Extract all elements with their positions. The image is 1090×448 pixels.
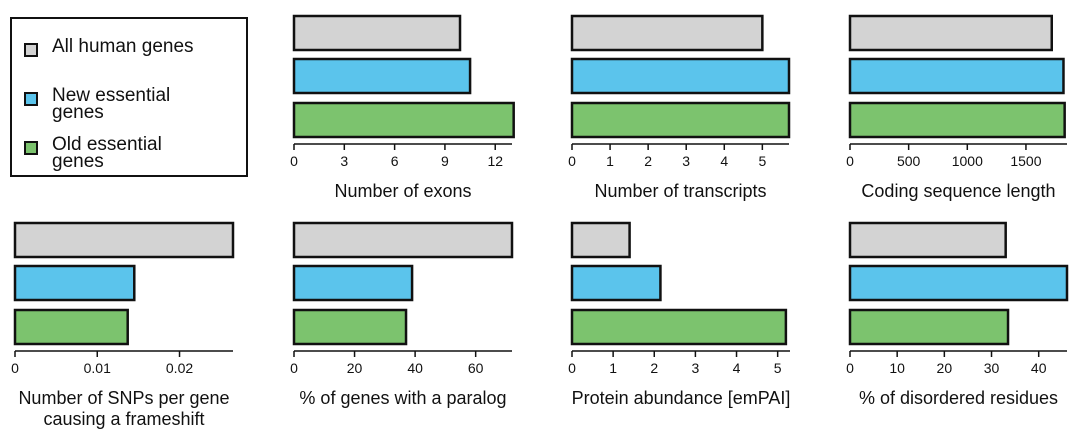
legend-item-all: All human genes	[24, 36, 202, 57]
x-tick-label: 0	[846, 153, 854, 169]
bar-all	[292, 14, 462, 52]
x-tick-label: 0	[846, 360, 854, 376]
x-tick-label: 2	[644, 153, 652, 169]
x-tick-label: 0.02	[166, 360, 193, 376]
x-tick-label: 30	[984, 360, 1000, 376]
x-tick-label: 20	[937, 360, 953, 376]
x-tick-label: 60	[468, 360, 484, 376]
bar-new	[570, 57, 791, 95]
x-tick-label: 5	[758, 153, 766, 169]
chart-panel-3: 0 500 1000 1500 Coding sequence length	[846, 14, 1067, 201]
legend-swatch-all	[24, 43, 38, 57]
legend-label-old: Old essential genes	[52, 134, 162, 172]
x-tick-label: 1	[606, 153, 614, 169]
x-axis-label: Number of exons	[334, 181, 471, 201]
legend-item-new: New essential genes	[24, 85, 202, 123]
bar-new	[848, 57, 1065, 95]
chart-panel-7: 0 10 20 30 40 % of disordered residues	[846, 221, 1069, 408]
bar-new	[848, 264, 1069, 302]
x-tick-label: 1000	[952, 153, 983, 169]
bar-new	[570, 264, 662, 302]
bar-old	[292, 101, 515, 139]
legend-swatch-new	[24, 92, 38, 106]
bar-old	[13, 308, 129, 346]
x-tick-label: 0.01	[84, 360, 111, 376]
x-tick-label: 20	[347, 360, 363, 376]
bar-all	[848, 221, 1007, 259]
x-axis-label: Coding sequence length	[861, 181, 1055, 201]
x-tick-label: 500	[897, 153, 921, 169]
bar-new	[292, 264, 414, 302]
x-tick-label: 9	[441, 153, 449, 169]
x-tick-label: 5	[774, 360, 782, 376]
bar-old	[570, 308, 788, 346]
x-axis-label: Number of transcripts	[594, 181, 766, 201]
chart-panel-4: 0 0.01 0.02 Number of SNPs per gene causing …	[11, 221, 235, 429]
x-tick-label: 0	[290, 360, 298, 376]
x-tick-label: 0	[568, 153, 576, 169]
x-axis-label: Number of SNPs per gene causing a framesh…	[18, 388, 229, 429]
x-tick-label: 1500	[1010, 153, 1041, 169]
bar-all	[570, 14, 764, 52]
bar-all	[292, 221, 514, 259]
x-tick-label: 4	[733, 360, 741, 376]
legend: All human genes New essential genes Old …	[10, 17, 248, 177]
x-tick-label: 6	[391, 153, 399, 169]
x-tick-label: 0	[290, 153, 298, 169]
x-tick-label: 40	[1031, 360, 1047, 376]
bar-all	[570, 221, 631, 259]
bar-old	[848, 101, 1066, 139]
x-tick-label: 0	[568, 360, 576, 376]
x-axis-label: Protein abundance [emPAI]	[572, 388, 791, 408]
x-tick-label: 3	[340, 153, 348, 169]
legend-label-all: All human genes	[52, 36, 194, 57]
x-tick-label: 3	[691, 360, 699, 376]
x-axis-label: % of genes with a paralog	[299, 388, 506, 408]
bar-old	[848, 308, 1010, 346]
x-axis-label: % of disordered residues	[859, 388, 1058, 408]
x-tick-label: 1	[609, 360, 617, 376]
bar-all	[13, 221, 235, 259]
x-tick-label: 4	[720, 153, 728, 169]
bar-new	[292, 57, 472, 95]
bar-old	[292, 308, 408, 346]
chart-panel-1: 0 3 6 9 12 Number of exons	[290, 14, 515, 201]
x-tick-label: 12	[487, 153, 503, 169]
chart-panel-6: 0 1 2 3 4 5 Protein abundance [emPAI]	[568, 221, 791, 408]
chart-panel-5: 0 20 40 60 % of genes with a paralog	[290, 221, 514, 408]
x-tick-label: 0	[11, 360, 19, 376]
chart-panel-2: 0 1 2 3 4 5 Number of transcripts	[568, 14, 791, 201]
legend-item-old: Old essential genes	[24, 134, 202, 172]
bar-new	[13, 264, 136, 302]
bar-old	[570, 101, 791, 139]
legend-label-new: New essential genes	[52, 85, 171, 123]
legend-swatch-old	[24, 141, 38, 155]
x-tick-label: 10	[889, 360, 905, 376]
bar-all	[848, 14, 1054, 52]
x-tick-label: 2	[650, 360, 658, 376]
x-tick-label: 40	[407, 360, 423, 376]
x-tick-label: 3	[682, 153, 690, 169]
